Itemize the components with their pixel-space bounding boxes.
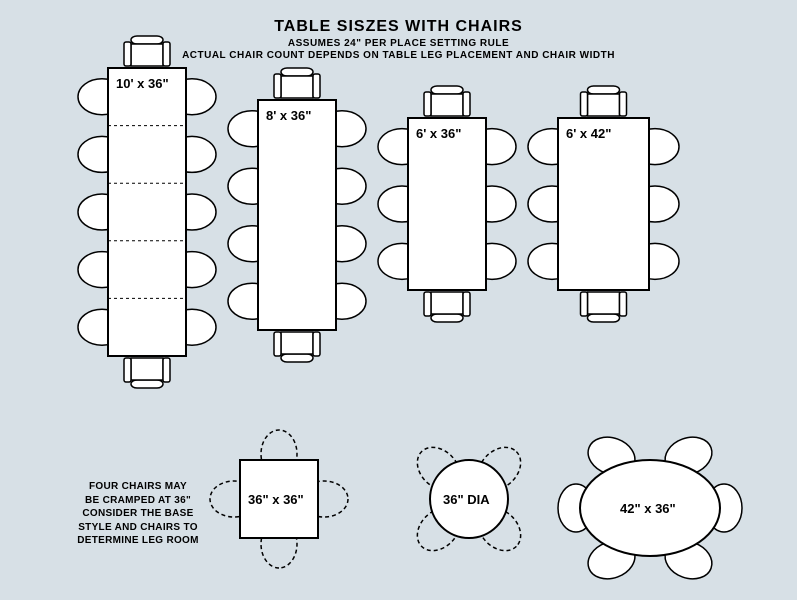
svg-text:36" DIA: 36" DIA [443, 492, 490, 507]
svg-text:42" x 36": 42" x 36" [620, 501, 676, 516]
svg-text:36" x 36": 36" x 36" [248, 492, 304, 507]
diagram-canvas: 10' x 36" 8' x 36" 6' x 36" 6' x 42" 36" x 3… [0, 0, 797, 600]
svg-text:6' x 42": 6' x 42" [566, 126, 611, 141]
svg-text:6' x 36": 6' x 36" [416, 126, 461, 141]
svg-text:8' x 36": 8' x 36" [266, 108, 311, 123]
svg-text:10' x 36": 10' x 36" [116, 76, 169, 91]
